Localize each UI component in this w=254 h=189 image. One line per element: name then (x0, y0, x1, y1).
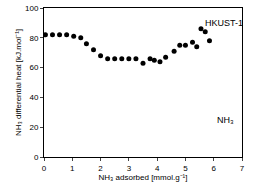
svg-text:80: 80 (29, 34, 38, 43)
svg-text:0: 0 (42, 164, 47, 173)
svg-text:5: 5 (183, 164, 188, 173)
svg-text:100: 100 (25, 4, 39, 13)
svg-text:4: 4 (155, 164, 160, 173)
svg-text:0: 0 (34, 153, 39, 162)
svg-text:1: 1 (70, 164, 75, 173)
svg-text:NH₃ differential heat [kJ.mol⁻: NH₃ differential heat [kJ.mol⁻¹] (14, 29, 23, 136)
svg-text:20: 20 (29, 123, 38, 132)
svg-text:6: 6 (211, 164, 216, 173)
svg-text:NH₃ adsorbed [mmol.g⁻¹]: NH₃ adsorbed [mmol.g⁻¹] (99, 173, 188, 182)
svg-text:HKUST-1: HKUST-1 (205, 18, 243, 28)
svg-text:NH₃: NH₃ (217, 115, 234, 125)
svg-text:40: 40 (29, 93, 38, 102)
svg-text:7: 7 (240, 164, 245, 173)
svg-text:2: 2 (98, 164, 103, 173)
svg-text:60: 60 (29, 63, 38, 72)
svg-text:3: 3 (127, 164, 132, 173)
